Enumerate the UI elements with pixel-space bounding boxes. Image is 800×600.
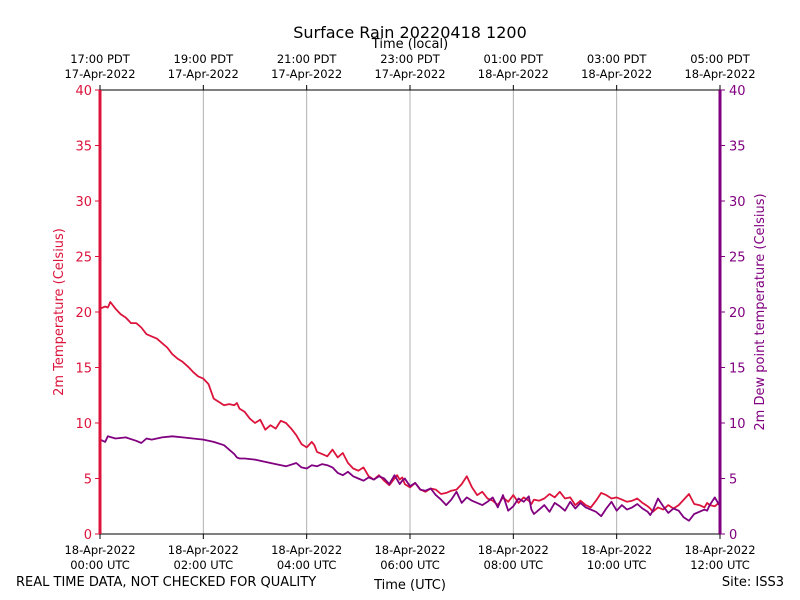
x-tick-label-top-date: 18-Apr-2022: [581, 67, 652, 81]
x-tick-label-bottom-date: 18-Apr-2022: [684, 543, 755, 557]
x-tick-label-top-date: 17-Apr-2022: [64, 67, 135, 81]
x-tick-label-top-date: 17-Apr-2022: [271, 67, 342, 81]
y-tick-label-right: 40: [729, 84, 746, 99]
y-tick-label-left: 35: [75, 140, 92, 155]
y-tick-label-right: 25: [729, 251, 746, 266]
temperature-line: [99, 301, 721, 513]
x-tick-label-bottom-date: 18-Apr-2022: [374, 543, 445, 557]
x-tick-label-top-date: 17-Apr-2022: [168, 67, 239, 81]
x-tick-label-bottom-time: 08:00 UTC: [484, 558, 544, 572]
x-tick-label-bottom-time: 10:00 UTC: [587, 558, 647, 572]
site-label: Site: ISS3: [721, 575, 784, 590]
x-tick-label-top-time: 03:00 PDT: [587, 52, 648, 66]
dewpoint-line: [99, 435, 721, 522]
y-tick-label-right: 30: [729, 195, 746, 210]
x-tick-label-bottom-time: 06:00 UTC: [380, 558, 440, 572]
x-tick-label-top-date: 18-Apr-2022: [684, 67, 755, 81]
y-tick-label-left: 25: [75, 251, 92, 266]
y-tick-label-right: 20: [729, 306, 746, 321]
x-tick-label-top-time: 17:00 PDT: [70, 52, 131, 66]
y-tick-label-left: 5: [84, 473, 92, 488]
x-tick-label-top-time: 01:00 PDT: [484, 52, 545, 66]
x-tick-label-top-date: 17-Apr-2022: [374, 67, 445, 81]
top-axis-label: Time (local): [371, 37, 448, 52]
x-tick-label-top-time: 05:00 PDT: [690, 52, 751, 66]
x-tick-label-bottom-time: 00:00 UTC: [70, 558, 130, 572]
x-tick-label-top-time: 19:00 PDT: [174, 52, 235, 66]
right-axis-label: 2m Dew point temperature (Celsius): [753, 193, 768, 430]
chart-title: Surface Rain 20220418 1200: [293, 23, 527, 42]
y-tick-label-right: 10: [729, 417, 746, 432]
x-tick-label-bottom-time: 04:00 UTC: [277, 558, 337, 572]
tick-labels: 0 0 5 5 10 10 15 15 20 20 25 25 30 30 35 35 40 40 18-Apr-2…: [64, 52, 755, 572]
bottom-axis-label: Time (UTC): [373, 578, 446, 593]
x-tick-label-bottom-date: 18-Apr-2022: [64, 543, 135, 557]
x-tick-label-top-time: 21:00 PDT: [277, 52, 338, 66]
y-tick-label-left: 20: [75, 306, 92, 321]
y-tick-label-right: 0: [729, 528, 737, 543]
y-tick-label-right: 15: [729, 362, 746, 377]
x-tick-label-bottom-time: 12:00 UTC: [690, 558, 750, 572]
x-tick-label-top-time: 23:00 PDT: [380, 52, 441, 66]
series-layer: [99, 301, 721, 522]
y-tick-label-left: 10: [75, 417, 92, 432]
y-tick-label-right: 5: [729, 473, 737, 488]
y-tick-label-right: 35: [729, 140, 746, 155]
x-tick-label-bottom-date: 18-Apr-2022: [168, 543, 239, 557]
quality-note: REAL TIME DATA, NOT CHECKED FOR QUALITY: [16, 575, 317, 590]
x-tick-label-bottom-date: 18-Apr-2022: [478, 543, 549, 557]
x-tick-label-top-date: 18-Apr-2022: [478, 67, 549, 81]
y-tick-label-left: 0: [84, 528, 92, 543]
y-tick-label-left: 15: [75, 362, 92, 377]
x-tick-label-bottom-time: 02:00 UTC: [174, 558, 234, 572]
x-tick-label-bottom-date: 18-Apr-2022: [581, 543, 652, 557]
x-tick-label-bottom-date: 18-Apr-2022: [271, 543, 342, 557]
y-tick-label-left: 40: [75, 84, 92, 99]
left-axis-label: 2m Temperature (Celsius): [52, 228, 67, 396]
grid-lines: [202, 90, 618, 534]
axes-layer: [95, 85, 725, 539]
y-tick-label-left: 30: [75, 195, 92, 210]
